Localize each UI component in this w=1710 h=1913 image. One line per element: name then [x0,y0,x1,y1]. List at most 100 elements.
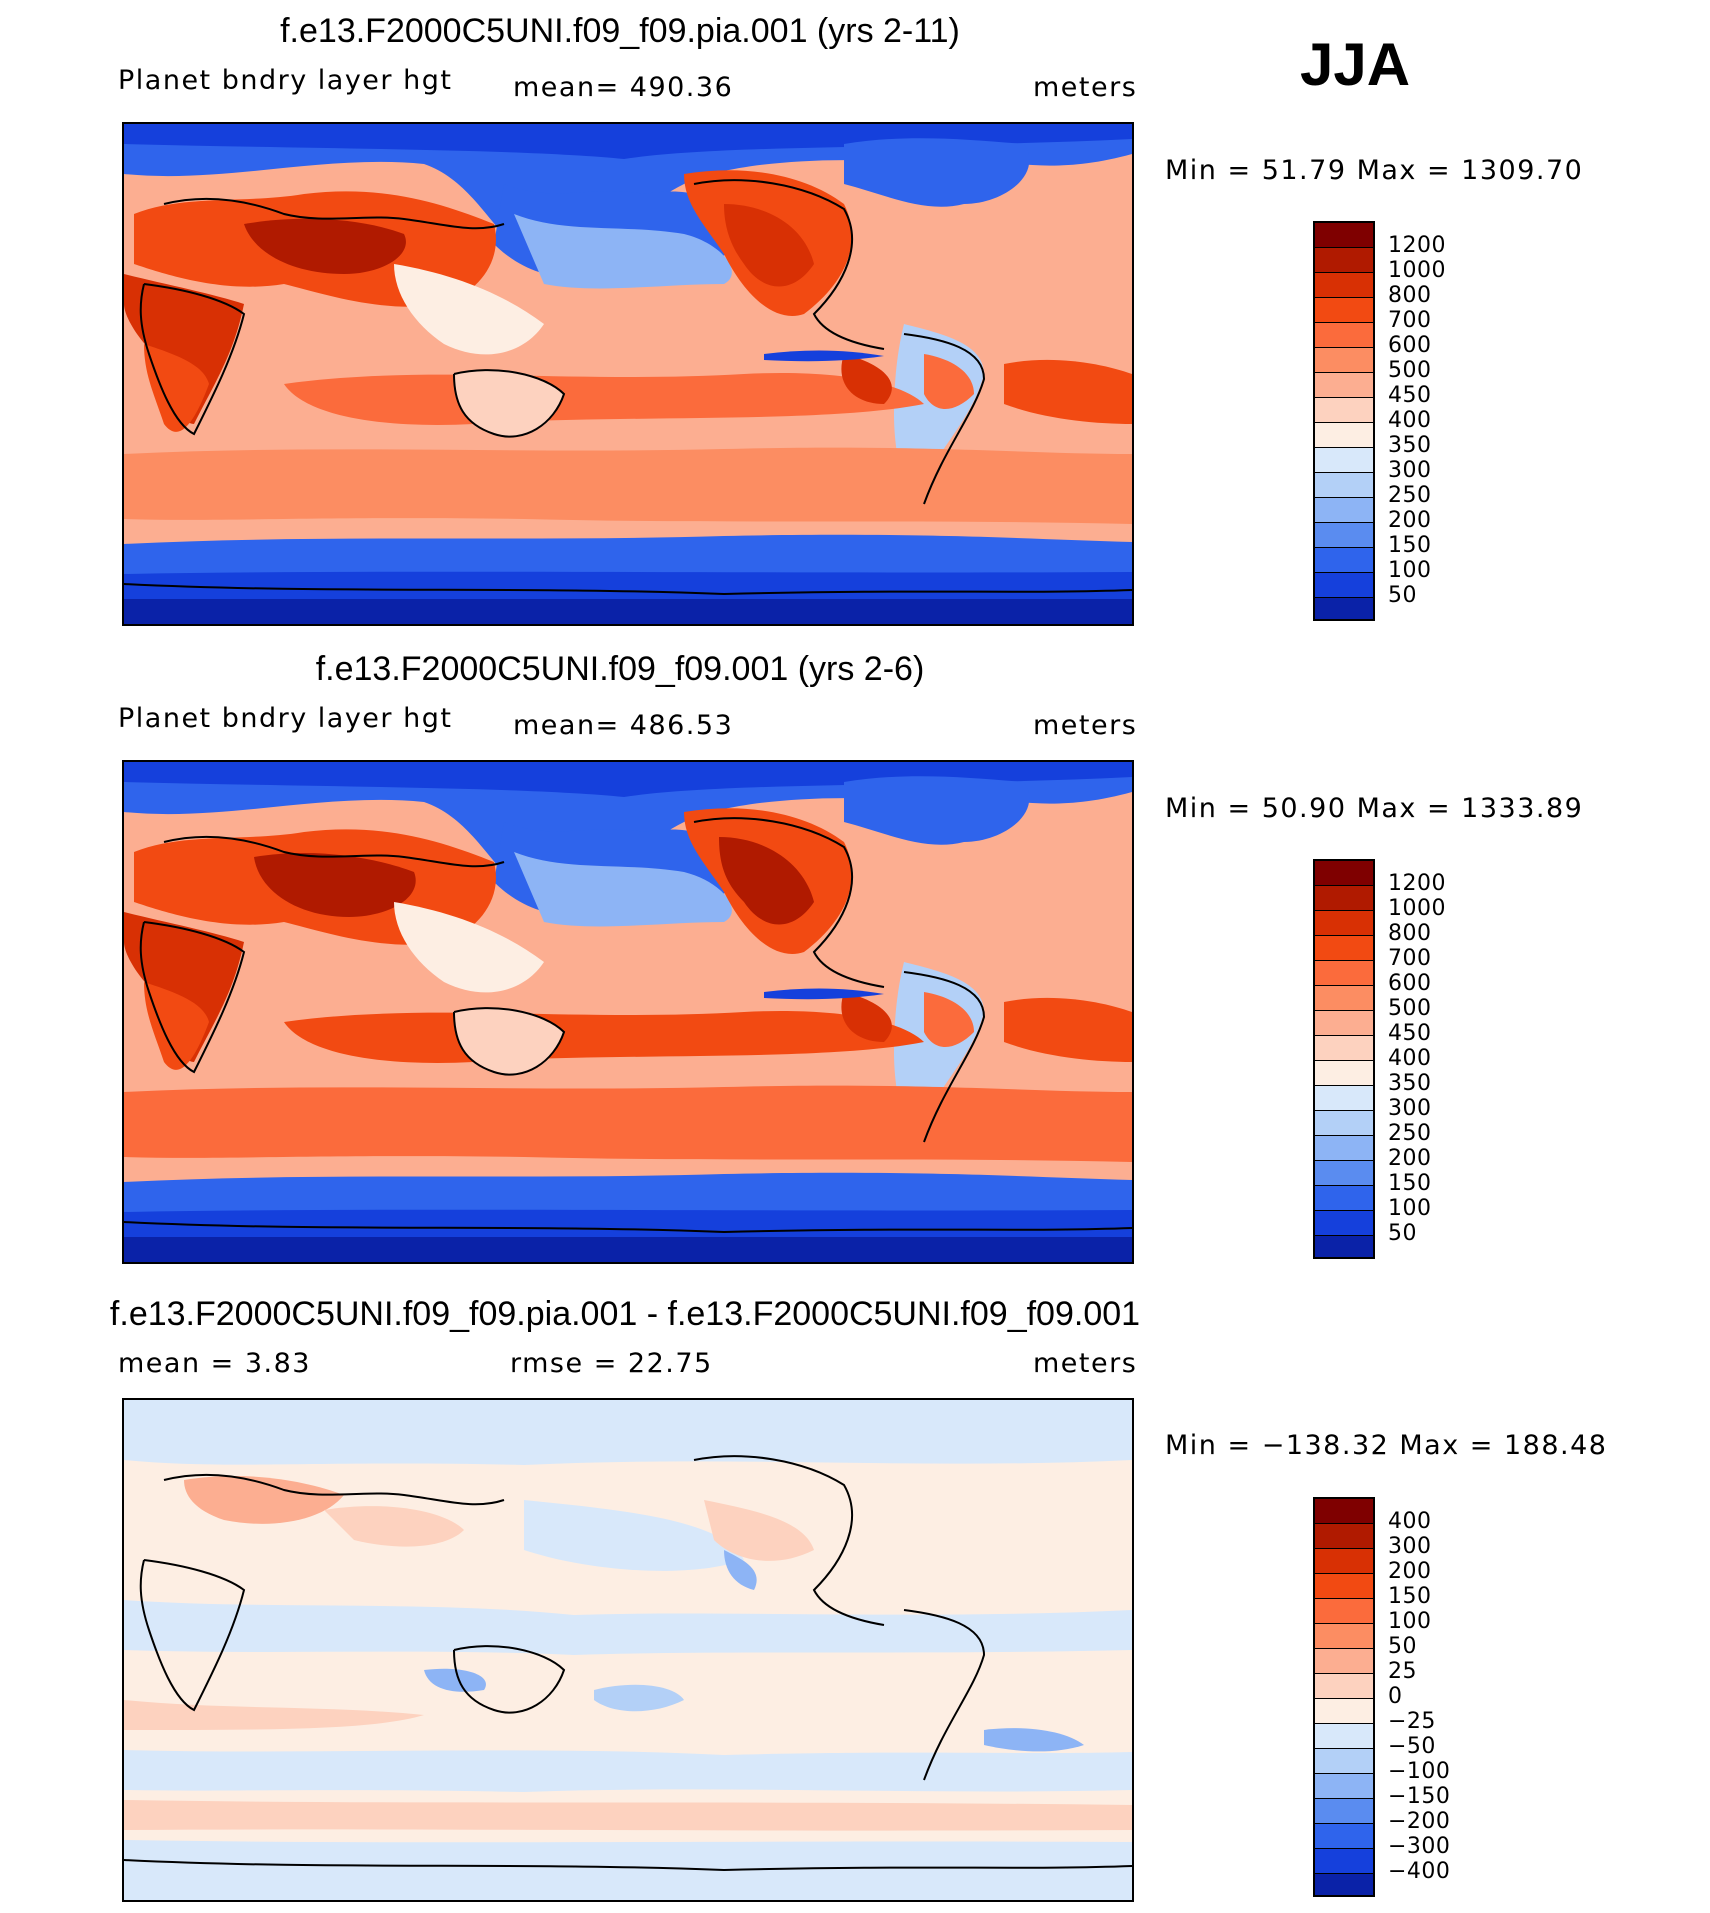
colorbar-swatch [1315,423,1373,448]
colorbar-swatch [1315,273,1373,298]
colorbar-swatch [1315,573,1373,598]
colorbar-swatch [1315,961,1373,986]
colorbar-tick-label: −25 [1388,1709,1436,1734]
colorbar-tick-label: 300 [1388,1096,1432,1121]
colorbar-swatch [1315,1824,1373,1849]
colorbar-swatch [1315,448,1373,473]
colorbar-tick-label: 600 [1388,333,1432,358]
colorbar-swatch [1315,1674,1373,1699]
panel-2-colorbar [1313,859,1375,1259]
colorbar-swatch [1315,398,1373,423]
colorbar-tick-label: 100 [1388,1196,1432,1221]
panel-2-variable: Planet bndry layer hgt [118,703,453,734]
panel-1-field [124,124,1132,624]
panel-3-map [122,1398,1134,1902]
colorbar-swatch [1315,936,1373,961]
colorbar-swatch [1315,1524,1373,1549]
colorbar-swatch [1315,323,1373,348]
colorbar-swatch [1315,1874,1373,1895]
panel-1-colorbar [1313,221,1375,621]
colorbar-tick-label: 25 [1388,1659,1417,1684]
colorbar-swatch [1315,223,1373,248]
panel-1-mean: mean= 490.36 [513,72,734,103]
colorbar-swatch [1315,1699,1373,1724]
colorbar-tick-label: 350 [1388,433,1432,458]
colorbar-tick-label: 50 [1388,1221,1417,1246]
colorbar-swatch [1315,1111,1373,1136]
panel-3-rmse: rmse = 22.75 [510,1348,713,1379]
panel-3-field [124,1400,1132,1900]
colorbar-tick-label: 450 [1388,1021,1432,1046]
colorbar-tick-label: −200 [1388,1809,1451,1834]
colorbar-tick-label: 800 [1388,283,1432,308]
colorbar-tick-label: 400 [1388,1509,1432,1534]
colorbar-swatch [1315,1599,1373,1624]
panel-2-units: meters [1033,710,1138,741]
panel-1-title: f.e13.F2000C5UNI.f09_f09.pia.001 (yrs 2-… [280,12,960,50]
colorbar-tick-label: 50 [1388,1634,1417,1659]
colorbar-swatch [1315,1036,1373,1061]
colorbar-tick-label: 500 [1388,996,1432,1021]
colorbar-tick-label: 100 [1388,558,1432,583]
colorbar-tick-label: 1000 [1388,258,1446,283]
colorbar-swatch [1315,1649,1373,1674]
panel-2-mean: mean= 486.53 [513,710,734,741]
colorbar-tick-label: 450 [1388,383,1432,408]
colorbar-swatch [1315,498,1373,523]
season-label: JJA [1300,31,1411,98]
colorbar-swatch [1315,886,1373,911]
colorbar-tick-label: −50 [1388,1734,1436,1759]
panel-1-minmax: Min = 51.79 Max = 1309.70 [1165,155,1584,186]
colorbar-tick-label: 250 [1388,483,1432,508]
colorbar-swatch [1315,1724,1373,1749]
colorbar-swatch [1315,1236,1373,1257]
colorbar-swatch [1315,1799,1373,1824]
colorbar-swatch [1315,1624,1373,1649]
colorbar-tick-label: 1200 [1388,871,1446,896]
colorbar-tick-label: 600 [1388,971,1432,996]
colorbar-swatch [1315,298,1373,323]
colorbar-tick-label: 150 [1388,1171,1432,1196]
colorbar-swatch [1315,548,1373,573]
colorbar-swatch [1315,523,1373,548]
colorbar-swatch [1315,473,1373,498]
colorbar-tick-label: 200 [1388,508,1432,533]
panel-3-units: meters [1033,1348,1138,1379]
colorbar-tick-label: 500 [1388,358,1432,383]
colorbar-swatch [1315,348,1373,373]
colorbar-swatch [1315,1011,1373,1036]
colorbar-tick-label: 300 [1388,1534,1432,1559]
colorbar-swatch [1315,373,1373,398]
colorbar-tick-label: 800 [1388,921,1432,946]
colorbar-tick-label: 700 [1388,308,1432,333]
panel-3-minmax: Min = −138.32 Max = 188.48 [1165,1430,1608,1461]
colorbar-swatch [1315,1161,1373,1186]
colorbar-swatch [1315,911,1373,936]
colorbar-swatch [1315,1186,1373,1211]
colorbar-swatch [1315,598,1373,619]
colorbar-swatch [1315,1549,1373,1574]
colorbar-tick-label: −400 [1388,1859,1451,1884]
colorbar-swatch [1315,1211,1373,1236]
panel-2-title: f.e13.F2000C5UNI.f09_f09.001 (yrs 2-6) [315,650,925,688]
colorbar-tick-label: −300 [1388,1834,1451,1859]
colorbar-swatch [1315,1774,1373,1799]
panel-3-mean: mean = 3.83 [118,1348,311,1379]
colorbar-swatch [1315,1849,1373,1874]
colorbar-tick-label: 1200 [1388,233,1446,258]
colorbar-tick-label: 200 [1388,1559,1432,1584]
colorbar-tick-label: 0 [1388,1684,1403,1709]
colorbar-swatch [1315,1574,1373,1599]
panel-1-units: meters [1033,72,1138,103]
colorbar-swatch [1315,1061,1373,1086]
colorbar-tick-label: 400 [1388,408,1432,433]
colorbar-tick-label: 300 [1388,458,1432,483]
panel-1-variable: Planet bndry layer hgt [118,65,453,96]
colorbar-tick-label: 350 [1388,1071,1432,1096]
panel-3-colorbar [1313,1497,1375,1897]
colorbar-swatch [1315,1086,1373,1111]
colorbar-swatch [1315,861,1373,886]
colorbar-tick-label: −100 [1388,1759,1451,1784]
panel-2-map [122,760,1134,1264]
